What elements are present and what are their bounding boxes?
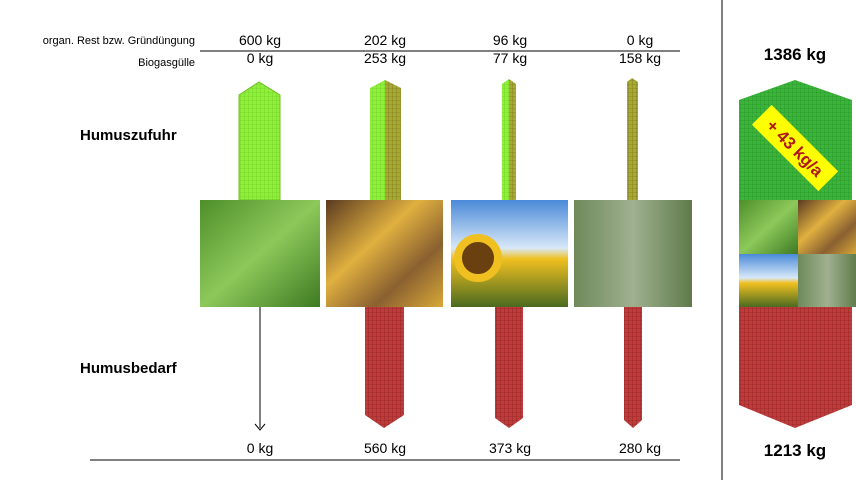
total-demand: 1213 kg <box>764 441 826 460</box>
bedarf-label: Humusbedarf <box>80 360 178 377</box>
total-supply: 1386 kg <box>764 45 826 64</box>
crop-images <box>200 200 856 307</box>
demand-arrow <box>365 307 404 428</box>
clover-thumb <box>739 200 798 254</box>
supply-arrow <box>385 80 401 200</box>
supply-arrow <box>627 78 638 200</box>
rest-value: 202 kg <box>364 32 406 48</box>
clover-image <box>200 200 320 307</box>
maize-image <box>326 200 443 307</box>
zufuhr-label: Humuszufuhr <box>80 127 177 144</box>
supply-arrow <box>502 79 509 200</box>
diagram: organ. Rest bzw. Gründüngung Biogasgülle… <box>0 0 856 480</box>
rest-value: 600 kg <box>239 32 281 48</box>
demand-arrow <box>624 307 642 428</box>
supply-arrow <box>509 79 516 200</box>
rest-label: organ. Rest bzw. Gründüngung <box>43 35 195 47</box>
grass-image <box>574 200 692 307</box>
left-labels: organ. Rest bzw. Gründüngung Biogasgülle… <box>43 35 195 377</box>
rest-value: 96 kg <box>493 32 527 48</box>
supply-arrow <box>239 82 280 200</box>
rest-value: 0 kg <box>627 32 653 48</box>
guelle-label: Biogasgülle <box>138 57 195 69</box>
maize-thumb <box>798 200 856 254</box>
demand-value: 280 kg <box>619 440 661 456</box>
demand-value: 0 kg <box>247 440 273 456</box>
supply-arrows <box>239 78 852 200</box>
demand-arrow <box>495 307 523 428</box>
total-demand-arrow <box>739 307 852 428</box>
supply-arrow <box>370 80 385 200</box>
guelle-value: 253 kg <box>364 50 406 66</box>
demand-value: 373 kg <box>489 440 531 456</box>
guelle-value: 0 kg <box>247 50 273 66</box>
sunflower <box>458 238 498 278</box>
guelle-value: 77 kg <box>493 50 527 66</box>
demand-value: 560 kg <box>364 440 406 456</box>
demand-arrows <box>255 307 852 430</box>
guelle-value: 158 kg <box>619 50 661 66</box>
grass-thumb <box>798 254 856 307</box>
sunflower-thumb <box>739 254 798 307</box>
